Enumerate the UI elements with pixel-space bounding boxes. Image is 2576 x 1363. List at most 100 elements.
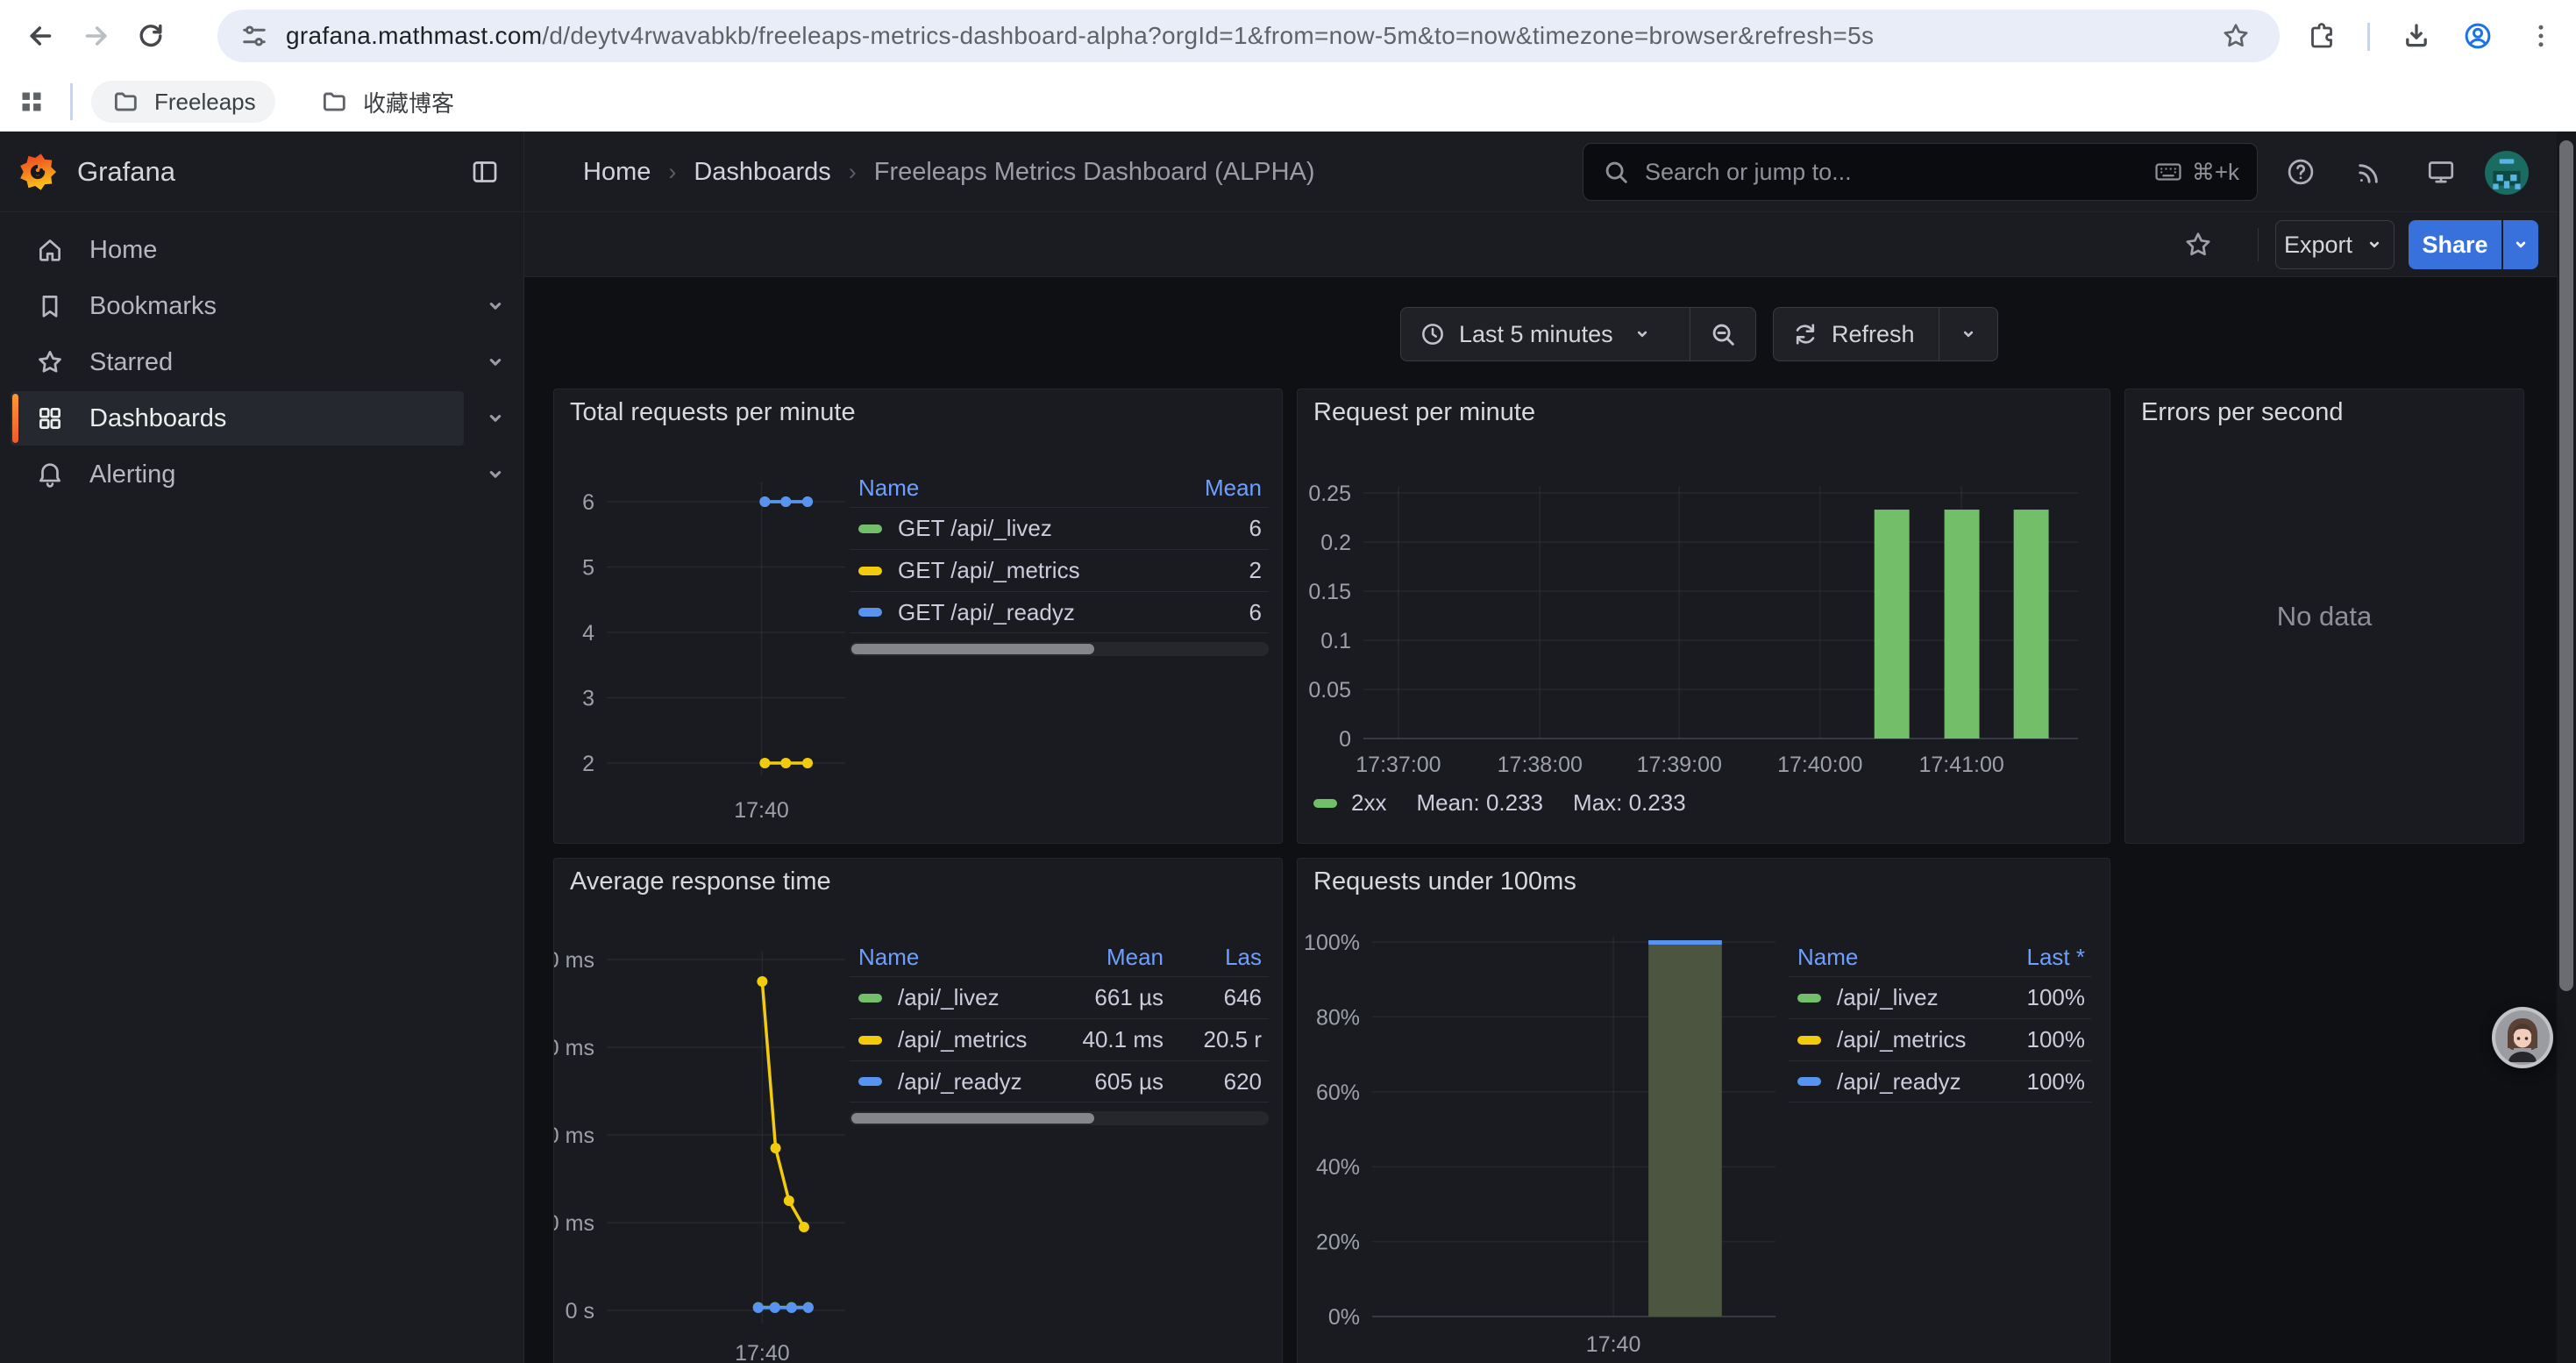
refresh-button[interactable]: Refresh [1774,308,1939,360]
legend-column-header[interactable]: Name [858,474,920,501]
legend-column-header[interactable]: Mean [1106,943,1163,970]
breadcrumb-item[interactable]: Home [583,157,651,186]
search-icon [1601,157,1631,187]
series-name[interactable]: GET /api/_readyz [850,599,1190,626]
series-value: 100% [2026,1067,2086,1095]
browser-menu-icon[interactable] [2525,20,2557,52]
svg-text:17:40: 17:40 [735,1341,790,1363]
sidebar-item-alerting[interactable]: Alerting [11,447,464,502]
legend-scrollbar-thumb[interactable] [851,1113,1095,1124]
bookmark-star-icon[interactable] [2220,20,2252,52]
sidebar-item-home[interactable]: Home [11,223,464,277]
legend-column-header[interactable]: Name [1797,943,1859,970]
legend-scrollbar-thumb[interactable] [851,644,1095,654]
site-settings-icon[interactable] [238,20,270,52]
browser-back-icon[interactable] [25,20,56,52]
bookmark-label: Freeleaps [154,88,256,115]
series-value: 605 µs [1094,1067,1163,1095]
svg-text:0: 0 [1339,727,1351,752]
svg-text:3: 3 [582,687,594,711]
time-range-picker[interactable]: Last 5 minutes [1401,308,1690,360]
extensions-icon[interactable] [2306,20,2338,52]
refresh-controls: Refresh [1773,307,1998,361]
sidebar-item-starred[interactable]: Starred [11,335,464,389]
chevron-down-icon [1957,323,1980,346]
apps-icon [35,403,65,433]
browser-reload-icon[interactable] [135,20,167,52]
series-name[interactable]: /api/_metrics [850,1026,1039,1053]
svg-text:17:39:00: 17:39:00 [1637,753,1722,777]
bookmark-folder[interactable]: Freeleaps [91,81,275,123]
legend-scrollbar[interactable] [850,642,1269,656]
svg-text:0.25: 0.25 [1308,482,1351,506]
bookmark-label: 收藏博客 [363,89,455,117]
share-button[interactable]: Share [2409,220,2501,269]
svg-text:20 ms: 20 ms [554,1211,594,1236]
panel-title[interactable]: Errors per second [2141,398,2344,426]
browser-profile-icon[interactable] [2462,20,2494,52]
series-name[interactable]: /api/_livez [850,984,1039,1011]
search-input[interactable] [1645,158,2139,186]
no-data-message: No data [2276,600,2373,632]
address-bar[interactable]: grafana.mathmast.com/d/deytv4rwavabkb/fr… [217,10,2280,62]
series-color-pill [858,608,882,617]
chevron-down-icon[interactable] [481,348,509,376]
help-icon[interactable] [2285,156,2316,188]
svg-text:2: 2 [582,752,594,776]
browser-forward-icon[interactable] [81,20,112,52]
sidebar-item-bookmarks[interactable]: Bookmarks [11,279,464,333]
toolbar-divider [2367,23,2370,51]
collapse-sidebar-icon[interactable] [469,156,501,188]
refresh-icon [1791,320,1819,348]
grafana-logo[interactable] [18,152,58,192]
bell-icon [35,460,65,489]
series-name[interactable]: /api/_readyz [1789,1068,1987,1095]
favorite-star-icon[interactable] [2182,229,2214,260]
search-box[interactable]: ⌘+k [1583,143,2258,201]
panel-title[interactable]: Total requests per minute [570,398,856,426]
svg-text:17:40: 17:40 [734,798,789,823]
bookmarks-bar: Freeleaps 收藏博客 [0,72,2576,132]
refresh-interval-dropdown[interactable] [1939,308,1997,360]
panel-title[interactable]: Average response time [570,867,831,896]
apps-grid-icon[interactable] [16,86,47,118]
series-name[interactable]: GET /api/_livez [850,515,1190,542]
chevron-down-icon[interactable] [481,404,509,432]
legend-scrollbar[interactable] [850,1111,1269,1125]
series-name[interactable]: GET /api/_metrics [850,557,1190,584]
series-name[interactable]: /api/_readyz [850,1068,1039,1095]
grafana-app: Grafana Home Bookmarks Starred Dashboards Al… [0,132,2576,1363]
search-shortcut: ⌘+k [2153,157,2239,187]
series-value: 40.1 ms [1082,1026,1164,1053]
svg-text:40 ms: 40 ms [554,1124,594,1148]
legend-column-header[interactable]: Las [1225,943,1262,970]
scrollbar-thumb[interactable] [2559,140,2573,991]
breadcrumb-item[interactable]: Dashboards [694,157,831,186]
legend-column-header[interactable]: Last * [2026,943,2086,970]
breadcrumb-item: Freeleaps Metrics Dashboard (ALPHA) [873,157,1315,186]
panel-average-response-time: Average response time 0 s 20 ms 40 ms 60 ms… [553,858,1283,1363]
user-avatar[interactable] [2485,151,2529,195]
share-dropdown-button[interactable] [2503,220,2538,269]
chevron-down-icon[interactable] [481,292,509,320]
floating-assistant-avatar[interactable] [2491,1006,2554,1069]
chevron-down-icon[interactable] [481,460,509,489]
svg-text:20%: 20% [1316,1231,1360,1255]
news-rss-icon[interactable] [2354,156,2386,188]
series-name[interactable]: /api/_metrics [1789,1026,1987,1053]
series-name[interactable]: 2xx [1313,789,1386,817]
zoom-out-button[interactable] [1690,308,1755,360]
monitor-icon[interactable] [2425,156,2457,188]
bookmark-folder[interactable]: 收藏博客 [300,81,473,123]
downloads-icon[interactable] [2401,20,2432,52]
export-button[interactable]: Export [2275,220,2395,269]
legend-column-header[interactable]: Mean [1204,474,1262,501]
panel-requests-under-100ms: Requests under 100ms 0% 20% 40% 60% 80% 100% 1… [1297,858,2110,1363]
series-color-pill [858,993,882,1003]
panel-title[interactable]: Request per minute [1313,398,1536,426]
svg-text:0.15: 0.15 [1308,580,1351,604]
legend-column-header[interactable]: Name [858,943,920,970]
panel-title[interactable]: Requests under 100ms [1313,867,1576,896]
series-name[interactable]: /api/_livez [1789,984,1987,1011]
sidebar-item-dashboards[interactable]: Dashboards [11,391,464,446]
